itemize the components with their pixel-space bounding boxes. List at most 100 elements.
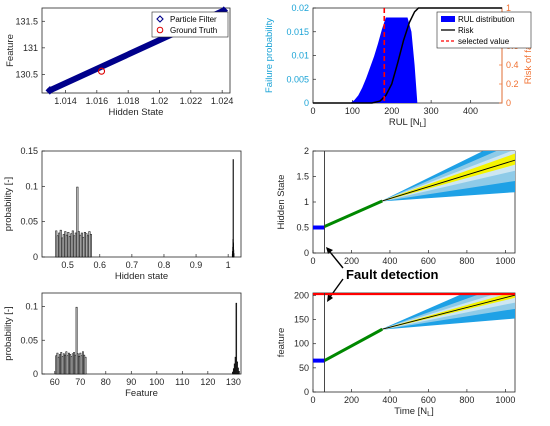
particle-filter-marker xyxy=(45,86,55,95)
p5-xtick-label: 70 xyxy=(75,377,85,387)
p5-cluster-a-bar xyxy=(84,356,87,375)
p2-ytick-label: 0.015 xyxy=(286,27,309,37)
p3-plot-frame xyxy=(41,150,242,258)
arrow-head-up xyxy=(326,247,333,254)
p3-y-axis-label: probability [-] xyxy=(3,177,14,231)
p3-cluster-b-bar xyxy=(232,159,234,258)
legend-selected-value: selected value xyxy=(458,37,510,46)
p1-xtick-label: 1.024 xyxy=(211,96,234,106)
p1-xtick-label: 1.018 xyxy=(117,96,140,106)
annotation-arrow-up xyxy=(329,251,344,269)
p2-ytick-label: 0 xyxy=(304,98,309,108)
p3-xtick-label: 1 xyxy=(226,260,231,270)
p2-xtick-label: 200 xyxy=(384,106,399,116)
p6-xtick-label: 1000 xyxy=(495,395,515,405)
legend-particle-filter: Particle Filter xyxy=(170,15,217,24)
p1-xtick-label: 1.02 xyxy=(151,96,169,106)
legend-particle-filter-symbol xyxy=(156,15,164,23)
p2-x-axis-label: RUL [NL] xyxy=(389,117,426,129)
p5-cluster-b-bar xyxy=(238,371,240,375)
p6-plot-area xyxy=(313,293,515,363)
p4-ytick-label: 2 xyxy=(304,146,309,156)
p4-xtick-label: 600 xyxy=(421,256,436,266)
legend-ground-truth-symbol xyxy=(156,26,164,34)
p6-xtick-label: 200 xyxy=(344,395,359,405)
p2-right-tick-label: 1 xyxy=(506,3,511,13)
p2-right-tick-label: 0 xyxy=(506,98,511,108)
p2-right-tick-label: 0.2 xyxy=(506,79,519,89)
p3-ytick-label: 0.05 xyxy=(20,217,38,227)
p4-xtick-label: 0 xyxy=(310,256,315,266)
fault-detection-annotation: Fault detection xyxy=(346,267,439,282)
p3-cluster-b-bar xyxy=(233,253,235,258)
p4-xtick-label: 400 xyxy=(382,256,397,266)
p3-xtick-label: 0.7 xyxy=(126,260,139,270)
p4-prediction-band-2 xyxy=(381,151,515,202)
p2-right-tick-label: 0.4 xyxy=(506,60,519,70)
legend-ground-truth: Ground Truth xyxy=(170,26,217,35)
p4-y-axis-label: Hidden State xyxy=(276,175,287,230)
p5-cluster-b-bar xyxy=(235,302,238,375)
p1-x-axis-label: Hidden State xyxy=(109,107,164,118)
p6-known-trajectory xyxy=(323,327,383,362)
p6-y-axis-label: feature xyxy=(276,328,287,358)
p5-ytick-label: 0 xyxy=(33,369,38,379)
p6-ytick-label: 0 xyxy=(304,387,309,397)
p4-plot-area xyxy=(313,151,515,230)
p2-ytick-label: 0.01 xyxy=(291,51,309,61)
p3-xtick-label: 0.6 xyxy=(94,260,107,270)
p4-ytick-label: 1 xyxy=(304,197,309,207)
p6-prediction-band-3 xyxy=(381,293,515,330)
p1-ytick-label: 130.5 xyxy=(15,69,38,79)
p6-ytick-label: 50 xyxy=(299,363,309,373)
p1-y-axis-label: Feature xyxy=(5,34,16,67)
ground-truth-marker xyxy=(97,67,106,75)
p5-y-axis-label: probability [-] xyxy=(3,306,14,360)
p1-plot-frame xyxy=(41,7,231,94)
p5-xtick-label: 110 xyxy=(175,377,189,387)
p4-xtick-label: 1000 xyxy=(495,256,515,266)
p6-ytick-label: 200 xyxy=(294,290,309,300)
p1-ytick-label: 131 xyxy=(23,43,38,53)
p4-ytick-label: 0 xyxy=(304,248,309,258)
legend-risk: Risk xyxy=(458,26,475,35)
p6-ytick-label: 100 xyxy=(294,339,309,349)
p6-xtick-label: 400 xyxy=(382,395,397,405)
p1-xtick-label: 1.016 xyxy=(86,96,109,106)
p2-x-axis-label-end: ] xyxy=(424,117,427,128)
p5-xtick-label: 60 xyxy=(50,377,60,387)
p2-x-axis-label-sub: L xyxy=(420,122,424,129)
p6-median-line xyxy=(382,294,515,330)
p5-x-axis-label: Feature xyxy=(125,388,158,399)
p2-ytick-label: 0.02 xyxy=(291,3,309,13)
p2-xtick-label: 0 xyxy=(310,106,315,116)
p2-right-axis-label: Risk of failure xyxy=(523,27,534,85)
p5-cluster-b-bar xyxy=(237,367,239,375)
p2-xtick-label: 400 xyxy=(463,106,478,116)
p6-x-axis-label-end: ] xyxy=(431,406,434,417)
p2-xtick-label: 100 xyxy=(345,106,360,116)
p5-xtick-label: 100 xyxy=(149,377,164,387)
p5-xtick-label: 90 xyxy=(126,377,136,387)
p6-xtick-label: 800 xyxy=(459,395,474,405)
p5-plot-frame xyxy=(41,292,242,375)
p1-legend-box xyxy=(151,11,229,38)
p4-prediction-band-3 xyxy=(381,153,515,202)
legend-rul-distribution: RUL distribution xyxy=(458,15,515,24)
p5-ytick-label: 0.1 xyxy=(25,302,38,312)
p4-xtick-label: 800 xyxy=(459,256,474,266)
p2-ytick-label: 0.005 xyxy=(286,74,309,84)
p4-xtick-label: 200 xyxy=(344,256,359,266)
p6-x-axis-label-main: Time [N xyxy=(394,406,427,417)
legend-rul-symbol xyxy=(441,16,455,22)
p3-ytick-label: 0 xyxy=(33,252,38,262)
p5-xtick-label: 120 xyxy=(200,377,215,387)
p3-xtick-label: 0.5 xyxy=(61,260,74,270)
p2-xtick-label: 300 xyxy=(424,106,439,116)
p5-xtick-label: 80 xyxy=(101,377,111,387)
risk-curve xyxy=(313,7,502,104)
p3-x-axis-label: Hidden state xyxy=(115,271,168,282)
p6-x-axis-label: Time [NL] xyxy=(394,406,433,418)
p3-ytick-label: 0.1 xyxy=(25,181,38,191)
